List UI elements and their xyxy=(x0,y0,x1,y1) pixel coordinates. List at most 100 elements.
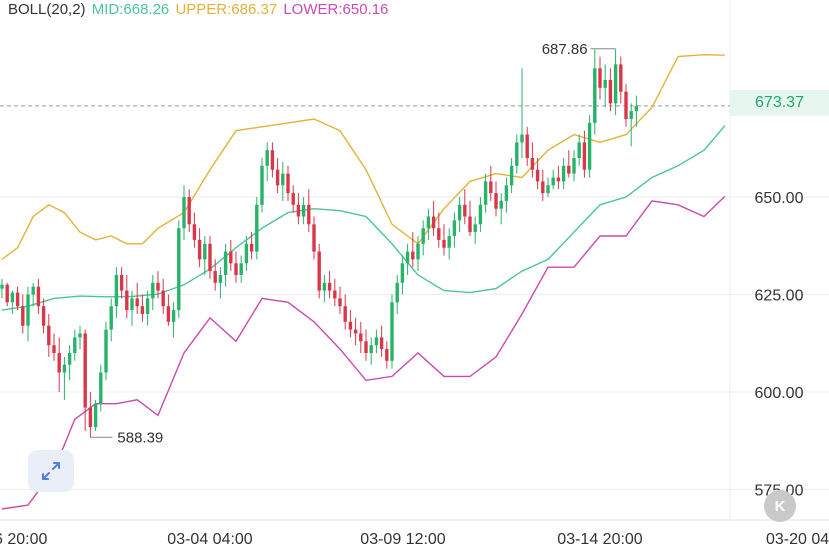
candle-body xyxy=(156,282,160,291)
candle-body xyxy=(78,333,82,338)
expand-button[interactable] xyxy=(28,450,74,492)
candle-body xyxy=(608,80,613,104)
current-price-label: 673.37 xyxy=(755,94,804,111)
y-tick-label: 625.00 xyxy=(755,288,804,305)
candle-body xyxy=(223,251,228,275)
candle-body xyxy=(5,284,9,303)
candle-body xyxy=(192,224,197,240)
candle-body xyxy=(379,337,384,350)
candle-body xyxy=(416,243,420,260)
candle-body xyxy=(437,228,441,240)
candle-body xyxy=(301,204,306,217)
candle-body xyxy=(411,251,415,260)
candle-body xyxy=(166,306,171,322)
candle-body xyxy=(182,197,186,229)
candle-body xyxy=(561,165,566,182)
current-price-tag: 673.37 xyxy=(730,90,829,116)
candle-body xyxy=(161,290,165,307)
candle-body xyxy=(31,286,35,295)
candle-body xyxy=(629,111,633,119)
candle-body xyxy=(312,224,316,252)
candle-body xyxy=(515,142,519,166)
candle-body xyxy=(587,122,592,170)
candle-body xyxy=(473,224,477,233)
candle-body xyxy=(593,68,597,123)
legend-mid: MID:668.26 xyxy=(91,1,170,18)
candle-body xyxy=(114,275,119,307)
candle-body xyxy=(218,275,223,283)
candle-body xyxy=(151,282,155,299)
candle-body xyxy=(624,91,628,119)
candle-body xyxy=(171,310,176,322)
candle-body xyxy=(281,173,285,186)
candle-body xyxy=(99,372,103,404)
candle-body xyxy=(603,80,607,88)
x-tick-label: 03-04 04:00 xyxy=(167,531,253,548)
candle-body xyxy=(421,228,425,244)
candle-body xyxy=(504,185,509,201)
candle-body xyxy=(93,403,98,428)
candle-body xyxy=(478,204,483,225)
candle-body xyxy=(426,216,431,229)
y-tick-label: 650.00 xyxy=(755,190,804,207)
expand-arrows-icon xyxy=(42,462,60,480)
candle-body xyxy=(26,294,30,326)
candle-body xyxy=(187,197,191,225)
candle-body xyxy=(613,64,618,104)
candle-body xyxy=(249,243,254,252)
candle-body xyxy=(270,150,275,170)
candle-body xyxy=(0,284,4,289)
candle-body xyxy=(47,325,51,346)
x-tick-label: 03-09 12:00 xyxy=(360,531,446,548)
candle-body xyxy=(119,275,124,291)
high-price-label: 687.86 xyxy=(542,41,588,58)
candle-body xyxy=(348,321,353,330)
candle-body xyxy=(551,177,555,186)
candle-body xyxy=(21,306,25,326)
candle-body xyxy=(239,263,243,275)
candle-body xyxy=(125,290,129,311)
k-button-label: K xyxy=(774,497,786,515)
k-line-button[interactable]: K xyxy=(764,490,796,522)
candle-body xyxy=(130,298,134,311)
candle-body xyxy=(634,105,639,112)
candle-body xyxy=(343,306,347,322)
candle-body xyxy=(338,298,342,307)
candle-body xyxy=(307,204,311,225)
x-tick-label: 03-20 04 xyxy=(766,531,829,548)
candle-body xyxy=(530,158,535,170)
candle-body xyxy=(203,243,207,260)
candle-body xyxy=(483,181,488,205)
boll-legend: BOLL(20,2) MID:668.26 UPPER:686.37 LOWER… xyxy=(8,1,390,18)
candle-body xyxy=(255,204,259,252)
candle-body xyxy=(567,165,571,174)
candle-body xyxy=(244,243,249,264)
candle-body xyxy=(322,282,327,291)
candle-body xyxy=(41,306,46,326)
candle-body xyxy=(177,228,181,311)
candle-body xyxy=(15,292,20,307)
candle-body xyxy=(327,282,332,291)
candle-body xyxy=(213,271,217,283)
candle-body xyxy=(499,200,503,209)
candle-body xyxy=(275,169,280,186)
candle-body xyxy=(135,298,139,307)
candle-body xyxy=(525,134,529,158)
candle-body xyxy=(104,329,108,373)
candle-body xyxy=(442,239,446,248)
candle-body xyxy=(509,165,514,186)
candle-body xyxy=(400,263,405,283)
candle-body xyxy=(390,302,394,361)
candle-body xyxy=(229,251,233,264)
candle-body xyxy=(145,298,150,314)
candle-body xyxy=(62,364,67,373)
candle-body xyxy=(447,236,451,248)
candle-body xyxy=(556,177,561,182)
candle-body xyxy=(88,407,93,428)
candle-body xyxy=(36,286,41,307)
legend-boll: BOLL(20,2) xyxy=(8,1,86,18)
candle-body xyxy=(619,64,623,92)
candle-body xyxy=(395,282,399,303)
